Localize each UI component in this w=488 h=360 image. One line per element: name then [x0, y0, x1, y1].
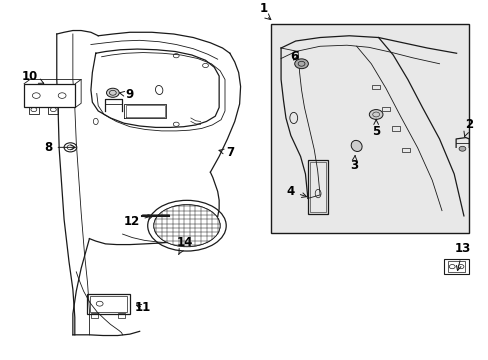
Circle shape: [64, 143, 77, 152]
Text: 1: 1: [260, 2, 267, 15]
Bar: [444, 259, 468, 274]
Bar: [90, 296, 127, 312]
Bar: [29, 107, 39, 114]
Text: 3: 3: [349, 156, 358, 172]
Bar: [447, 261, 465, 272]
Bar: [48, 107, 58, 114]
Bar: [118, 313, 125, 318]
Ellipse shape: [154, 205, 220, 247]
Circle shape: [458, 146, 465, 151]
Text: 2: 2: [463, 118, 472, 136]
Bar: [271, 23, 468, 233]
Text: 10: 10: [22, 70, 43, 83]
Circle shape: [294, 59, 308, 69]
Text: 6: 6: [290, 50, 298, 63]
Bar: [371, 85, 379, 89]
Bar: [87, 293, 130, 314]
Circle shape: [368, 109, 382, 120]
Text: 11: 11: [135, 301, 151, 314]
Ellipse shape: [350, 140, 361, 152]
Bar: [310, 162, 325, 212]
Bar: [391, 126, 399, 131]
Text: 5: 5: [371, 120, 380, 139]
Text: 12: 12: [123, 215, 153, 228]
Bar: [24, 84, 75, 108]
Text: 14: 14: [177, 236, 193, 254]
Bar: [91, 313, 98, 318]
Bar: [307, 160, 328, 214]
Text: 8: 8: [44, 141, 75, 154]
Text: 7: 7: [219, 147, 233, 159]
Bar: [382, 107, 389, 111]
Text: 13: 13: [454, 242, 470, 271]
Bar: [401, 148, 409, 152]
Text: 9: 9: [119, 89, 134, 102]
Text: 4: 4: [286, 185, 306, 198]
Circle shape: [106, 88, 119, 97]
